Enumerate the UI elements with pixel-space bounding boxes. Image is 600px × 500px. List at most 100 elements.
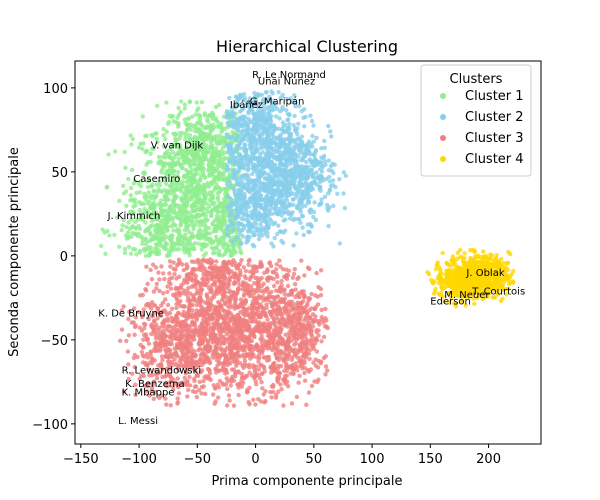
data-point <box>302 273 307 278</box>
data-point <box>276 366 281 371</box>
data-point <box>201 253 207 258</box>
data-point <box>126 220 131 225</box>
data-point <box>200 359 205 364</box>
data-point <box>225 163 230 168</box>
data-point <box>169 306 175 311</box>
data-point <box>311 139 317 144</box>
data-point <box>159 224 164 229</box>
data-point <box>276 223 281 228</box>
data-point <box>316 285 321 290</box>
data-point <box>213 304 218 309</box>
data-point <box>215 225 221 230</box>
data-point <box>133 323 138 328</box>
data-point <box>313 148 319 153</box>
data-point <box>326 158 331 163</box>
data-point <box>152 358 157 363</box>
data-point <box>228 325 233 330</box>
data-point <box>304 170 309 175</box>
data-point <box>286 178 291 183</box>
data-point <box>283 107 289 113</box>
data-point <box>131 181 136 186</box>
data-point <box>238 242 243 247</box>
data-point <box>183 156 189 161</box>
data-point <box>192 177 197 182</box>
data-point <box>161 126 166 132</box>
data-point <box>211 122 216 127</box>
data-point <box>117 244 122 249</box>
data-point <box>213 322 218 327</box>
data-point <box>306 151 312 156</box>
data-point <box>133 226 138 231</box>
data-point <box>308 113 313 118</box>
data-point <box>185 240 191 246</box>
data-point <box>225 227 231 232</box>
data-point <box>289 288 294 294</box>
data-point <box>174 214 179 220</box>
data-point <box>166 359 172 364</box>
data-point <box>234 344 240 349</box>
data-point <box>311 123 316 128</box>
data-point <box>145 201 151 206</box>
data-point <box>258 336 263 342</box>
data-point <box>162 215 167 221</box>
data-point <box>291 197 296 202</box>
data-point <box>245 389 250 395</box>
data-point <box>189 196 194 202</box>
data-point <box>261 298 266 303</box>
data-point <box>331 203 336 208</box>
data-point <box>176 170 181 175</box>
data-point <box>162 208 167 213</box>
data-point <box>279 213 284 218</box>
data-point <box>215 164 220 170</box>
data-point <box>193 389 198 395</box>
data-point <box>197 227 202 233</box>
data-point <box>252 117 257 122</box>
data-point <box>201 140 206 146</box>
data-point <box>167 310 173 316</box>
data-point <box>337 241 342 246</box>
data-point <box>185 200 190 205</box>
data-point <box>121 217 126 222</box>
data-point <box>201 191 206 197</box>
data-point <box>149 203 154 209</box>
data-point <box>262 120 268 126</box>
data-point <box>198 168 204 173</box>
data-point <box>262 126 267 131</box>
data-point <box>243 159 248 165</box>
data-point <box>210 112 216 117</box>
data-point <box>165 339 170 344</box>
data-point <box>200 158 205 163</box>
data-point <box>247 277 252 282</box>
data-point <box>234 182 239 187</box>
data-point <box>175 151 180 157</box>
data-point <box>134 190 139 196</box>
data-point <box>195 329 201 334</box>
data-point <box>285 111 290 116</box>
data-point <box>224 299 230 304</box>
data-point <box>209 334 215 340</box>
data-point <box>265 138 271 144</box>
data-point <box>179 182 185 188</box>
data-point <box>202 374 207 380</box>
data-point <box>176 124 181 129</box>
data-point <box>258 222 263 227</box>
data-point <box>264 313 269 319</box>
data-point <box>148 151 153 156</box>
data-point <box>189 182 194 187</box>
data-point <box>314 135 319 141</box>
data-point <box>205 316 210 321</box>
data-point <box>228 249 233 254</box>
data-point <box>273 395 279 400</box>
data-point <box>244 130 250 135</box>
data-point <box>170 160 175 165</box>
data-point <box>220 145 226 150</box>
data-point <box>205 192 210 197</box>
data-point <box>341 170 347 175</box>
data-point <box>144 352 149 357</box>
data-point <box>191 148 196 153</box>
data-point <box>190 234 195 239</box>
data-point <box>260 327 265 333</box>
data-point <box>235 196 241 201</box>
data-point <box>217 314 223 320</box>
